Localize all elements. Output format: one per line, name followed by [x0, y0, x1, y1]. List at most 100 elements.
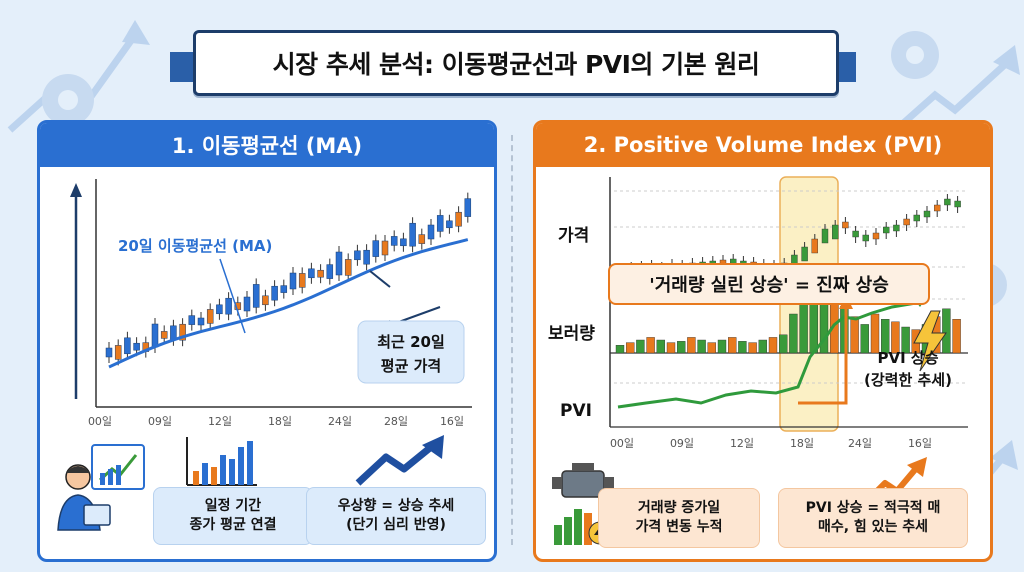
trend-arrow-icon [355, 435, 444, 486]
price-candle [903, 218, 910, 226]
candle [206, 309, 214, 324]
pvi-card1-line2: 가격 변동 누적 [635, 519, 723, 535]
volume-bar [789, 313, 798, 354]
candle [280, 285, 288, 293]
volume-bar [646, 337, 655, 354]
ma-card1-line2: 종가 평균 연결 [189, 517, 277, 533]
price-candle [842, 221, 849, 229]
price-candle [934, 204, 941, 212]
ma-trend-card: 우상향 = 상승 추세 (단기 심리 반영) [306, 487, 486, 545]
volume-bar [676, 341, 686, 354]
candle [372, 240, 380, 257]
ma-x-tick: 18일 [268, 414, 292, 427]
avg-price-callout-line2: 평균 가격 [381, 357, 441, 375]
title-banner: 시장 추세 분석: 이동평균선과 PVI의 기본 원리 [193, 30, 839, 96]
pvi-x-tick: 24일 [848, 436, 872, 450]
candle [188, 315, 196, 325]
avg-price-callout-line1: 최근 20일 [377, 333, 445, 351]
lightning-icon [913, 310, 947, 372]
candle [252, 284, 260, 308]
ma-card2-line2: (단기 심리 반영) [346, 517, 446, 533]
volume-bar [687, 337, 696, 354]
candle [455, 211, 462, 227]
volume-bar [707, 342, 717, 354]
ma-x-tick: 00일 [88, 414, 112, 427]
pvi-x-tick: 12일 [730, 436, 754, 450]
candle [298, 273, 306, 288]
candle [308, 268, 315, 279]
volume-bar [901, 326, 910, 354]
volume-bar [717, 339, 727, 354]
candle [289, 272, 297, 290]
ma-x-tick: 28일 [384, 414, 408, 427]
candle [400, 238, 407, 247]
candle [409, 222, 416, 247]
volume-bar [748, 342, 757, 354]
price-candle [883, 226, 890, 234]
ma-line-label: 20일 이동평균선 (MA) [118, 237, 272, 255]
candle [197, 317, 205, 326]
price-candle [893, 224, 900, 232]
volume-rise-callout-text: '거래량 실린 상승' = 진짜 상승 [649, 275, 889, 296]
price-candle [944, 198, 951, 206]
candle [151, 323, 159, 348]
price-candle [811, 238, 818, 254]
pvi-card2-line1: PVI 상승 = 적극적 매 [805, 500, 941, 517]
presenter-icon [57, 444, 145, 531]
candle [326, 264, 334, 279]
candle [363, 249, 370, 265]
volume-row-label: 보러량 [548, 324, 595, 344]
volume-bar [758, 339, 768, 354]
callout-arrow-up [369, 270, 391, 288]
candle [179, 323, 186, 341]
volume-bar [697, 339, 706, 354]
pvi-note-line1: PVI 상승 [877, 349, 938, 367]
ma-x-tick: 12일 [208, 414, 232, 427]
pvi-x-tick: 18일 [790, 436, 814, 450]
volume-bar [778, 334, 788, 354]
candle [427, 224, 435, 240]
page-title: 시장 추세 분석: 이동평균선과 PVI의 기본 원리 [272, 50, 760, 79]
volume-bar [615, 344, 625, 354]
candle [436, 215, 444, 232]
ma-panel-heading: 1. 이동평균선 (MA) [40, 123, 494, 167]
volume-bar [625, 342, 635, 354]
price-candle [862, 234, 869, 242]
pvi-meaning-card: PVI 상승 = 적극적 매 매수, 힘 있는 추세 [778, 488, 968, 548]
candle [390, 236, 398, 246]
pvi-note-line2: (강력한 추세) [864, 371, 952, 389]
candle [464, 198, 472, 217]
ma-x-tick: 24일 [328, 414, 352, 427]
pvi-x-tick: 00일 [610, 436, 634, 450]
pvi-line [617, 301, 917, 409]
candle [381, 240, 389, 256]
candle [114, 345, 122, 360]
pvi-chart: PVI 상승 (강력한 추세) 00일 09일 12일 18일 24일 16일 [609, 176, 968, 450]
candle [271, 285, 278, 301]
price-candle [954, 200, 961, 208]
ma-card2-line1: 우상향 = 상승 추세 [337, 498, 455, 515]
volume-bar [850, 316, 859, 354]
candle [160, 331, 168, 339]
volume-bar [952, 318, 961, 354]
pvi-definition-card: 거래량 증가일 가격 변동 누적 [598, 488, 760, 548]
volume-bar [656, 339, 666, 354]
volume-bar [738, 341, 747, 354]
ma-x-tick: 09일 [148, 414, 172, 427]
candle [317, 269, 324, 278]
candle [216, 304, 223, 315]
volume-bar [870, 313, 880, 354]
ma-definition-card: 일정 기간 종가 평균 연결 [153, 487, 313, 545]
candle [262, 295, 269, 306]
pvi-x-tick: 16일 [908, 436, 932, 450]
candle [354, 250, 361, 261]
pvi-panel-heading: 2. Positive Volume Index (PVI) [536, 123, 990, 167]
price-candle [852, 230, 859, 238]
pvi-panel: 2. Positive Volume Index (PVI) PVI 상승 (강력… [533, 120, 993, 562]
ma-x-tick: 16일 [440, 414, 464, 427]
volume-rise-callout: '거래량 실린 상승' = 진짜 상승 [608, 263, 930, 305]
candle [243, 296, 251, 312]
candle [225, 297, 232, 315]
price-candle [872, 232, 880, 240]
